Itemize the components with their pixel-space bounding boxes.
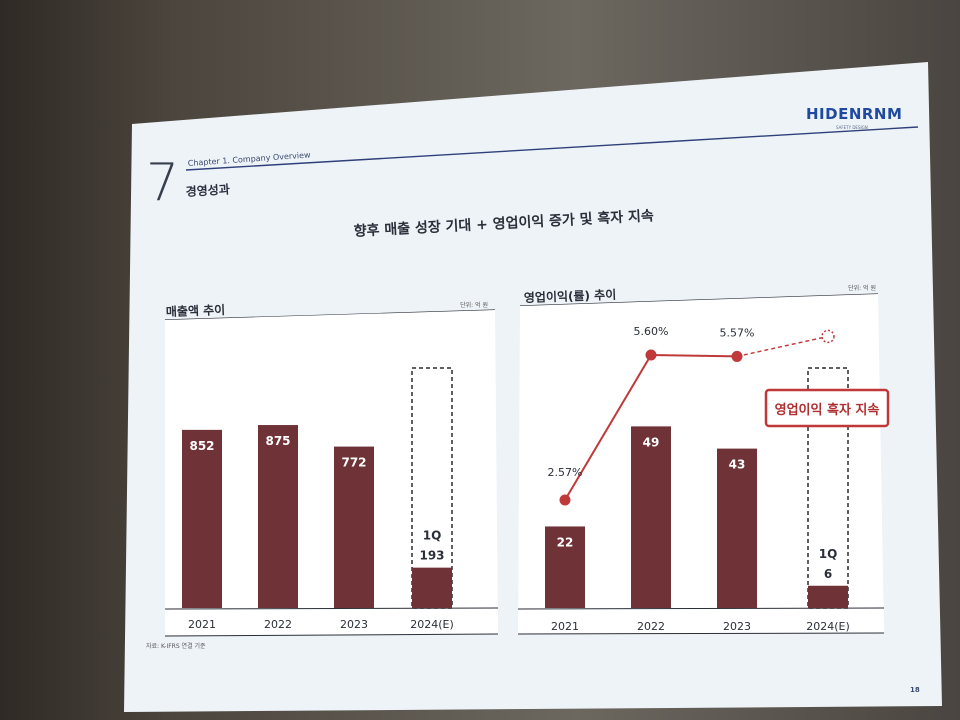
x-tick-label: 2021 <box>551 620 579 633</box>
logo-text: HIDENRNM <box>806 105 902 123</box>
bar <box>631 426 671 608</box>
data-label: 875 <box>265 434 290 448</box>
callout-text: 영업이익 흑자 지속 <box>775 402 880 418</box>
revenue-chart-unit: 단위: 억 원 <box>460 301 488 309</box>
margin-label: 2.57% <box>548 466 583 479</box>
data-label: 49 <box>643 435 660 449</box>
profit-callout: 영업이익 흑자 지속 <box>764 388 890 428</box>
company-logo: HIDENRNM SAFETY DESIGN <box>806 105 902 130</box>
margin-point <box>645 349 657 361</box>
bar <box>808 585 848 608</box>
x-tick-label: 2023 <box>723 620 751 633</box>
profit-chart-bottom-rule <box>517 632 885 635</box>
x-tick-label: 2022 <box>637 620 665 633</box>
estimate-period-label: 1Q <box>819 547 838 561</box>
bar <box>545 526 585 608</box>
margin-label: 5.60% <box>634 325 669 338</box>
bar <box>717 448 757 608</box>
data-label: 193 <box>419 549 444 563</box>
x-tick-label: 2021 <box>188 618 216 631</box>
revenue-chart-plot-area <box>165 310 498 636</box>
revenue-chart: 매출액 추이 단위: 억 원 2021 2022 2023 2024(E) 852 875… <box>164 301 499 637</box>
margin-label: 5.57% <box>720 326 755 339</box>
estimate-period-label: 1Q <box>423 529 442 543</box>
margin-point <box>731 350 743 362</box>
margin-point <box>559 494 571 506</box>
data-label: 772 <box>341 456 366 470</box>
bar <box>182 429 222 608</box>
x-tick-label: 2024(E) <box>410 618 454 631</box>
bar <box>412 567 452 608</box>
profit-chart-unit: 단위: 억 원 <box>848 284 876 292</box>
source-footnote: 자료: K-IFRS 연결 기준 <box>146 642 206 650</box>
data-label: 6 <box>824 567 832 581</box>
x-tick-label: 2023 <box>340 618 368 631</box>
page-number: 18 <box>910 686 920 694</box>
data-label: 852 <box>189 439 214 453</box>
margin-projection-line <box>736 335 829 358</box>
bar <box>258 425 298 608</box>
revenue-chart-title: 매출액 추이 <box>166 302 226 319</box>
revenue-chart-bottom-rule <box>164 633 499 637</box>
projected-point <box>821 329 835 344</box>
x-tick-label: 2022 <box>264 618 292 631</box>
logo-subtext: SAFETY DESIGN <box>836 125 868 130</box>
data-label: 43 <box>729 458 746 472</box>
x-tick-label: 2024(E) <box>806 620 850 633</box>
section-title: 경영성과 <box>185 181 230 199</box>
profit-chart-title: 영업이익(률) 추이 <box>524 287 617 305</box>
bar <box>334 446 374 608</box>
profit-chart-plot-area <box>518 294 884 634</box>
operating-profit-chart: 영업이익(률) 추이 단위: 억 원 2021 2022 2023 2024(E) 22… <box>517 284 885 635</box>
callout-box <box>764 388 890 428</box>
header-rule <box>185 126 919 171</box>
section-number: 7 <box>146 153 179 213</box>
data-label: 22 <box>557 535 574 549</box>
